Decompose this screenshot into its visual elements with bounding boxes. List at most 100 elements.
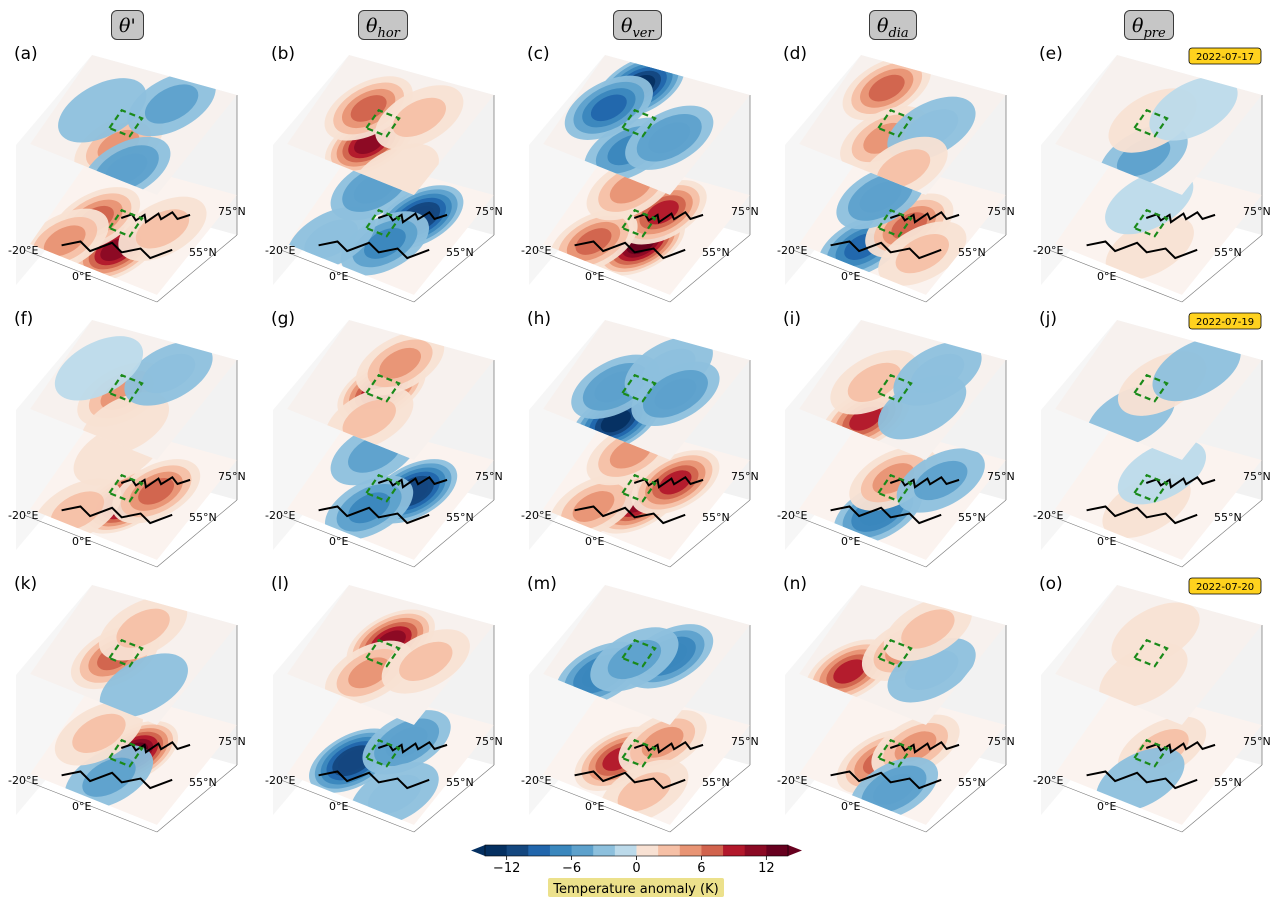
colorbar-tick-label: −6 bbox=[562, 861, 581, 876]
target-region-box bbox=[876, 108, 913, 138]
lat-tick-label: 75°N bbox=[1243, 205, 1271, 218]
lon-tick-label: 0°E bbox=[841, 800, 860, 813]
panel-label: (i) bbox=[783, 309, 801, 329]
target-region-box bbox=[1132, 638, 1169, 668]
y-axis-line bbox=[1181, 234, 1263, 303]
lat-tick-label: 55°N bbox=[958, 511, 986, 524]
column-header: θhor bbox=[358, 10, 408, 41]
contour-level bbox=[82, 757, 136, 797]
contour-level bbox=[144, 84, 199, 124]
contour-level bbox=[399, 641, 453, 682]
lon-tick-label: 0°E bbox=[72, 270, 91, 283]
lon-tick-label: -20°E bbox=[521, 774, 551, 787]
column-symbol: θ bbox=[877, 15, 889, 37]
contour-level bbox=[904, 650, 959, 690]
colorbar-segment bbox=[485, 845, 508, 856]
column-symbol: θ bbox=[1132, 15, 1144, 37]
panel-i: (i) -20°E 0°E 75°N 55°N bbox=[777, 309, 1015, 568]
y-axis-line bbox=[925, 499, 1007, 568]
contour-level bbox=[138, 477, 175, 505]
upper-layer bbox=[799, 585, 1006, 725]
target-region-box bbox=[876, 638, 913, 668]
colorbar-extend-max bbox=[788, 845, 802, 856]
contour-level bbox=[105, 153, 148, 185]
target-region-box bbox=[1132, 373, 1169, 403]
colorbar-segment bbox=[701, 845, 724, 856]
upper-layer bbox=[1055, 320, 1262, 460]
coastline bbox=[1145, 211, 1216, 224]
target-region-box bbox=[1132, 738, 1169, 768]
lat-tick-label: 75°N bbox=[218, 205, 246, 218]
contour-level bbox=[895, 234, 949, 274]
lower-layer bbox=[30, 155, 237, 295]
coastline bbox=[1086, 770, 1198, 790]
colorbar-segment bbox=[636, 845, 659, 856]
target-region-box bbox=[107, 208, 144, 238]
panel-label: (l) bbox=[271, 574, 289, 594]
target-region-box bbox=[107, 108, 144, 138]
panel-j: (j) -20°E 0°E 75°N 55°N 2022-07-19 bbox=[1033, 309, 1271, 568]
contour-level bbox=[873, 773, 915, 805]
upper-layer bbox=[1055, 585, 1262, 725]
lower-layer bbox=[287, 155, 494, 295]
colorbar-segment bbox=[723, 845, 746, 856]
contour-level bbox=[379, 347, 421, 379]
colorbar-segment bbox=[506, 845, 529, 856]
column-symbol: θ bbox=[119, 15, 131, 37]
target-region-box bbox=[107, 473, 144, 503]
colorbar-tick-label: 12 bbox=[758, 861, 775, 876]
lon-tick-label: 0°E bbox=[585, 270, 604, 283]
x-axis-line bbox=[792, 779, 927, 833]
coastline bbox=[889, 476, 960, 489]
lon-tick-label: -20°E bbox=[777, 774, 807, 787]
coastline bbox=[574, 505, 686, 525]
x-axis-line bbox=[280, 249, 415, 303]
contour-level bbox=[894, 731, 937, 763]
coastline bbox=[633, 476, 704, 489]
lon-tick-label: -20°E bbox=[1033, 774, 1063, 787]
upper-layer bbox=[799, 55, 1006, 195]
upper-layer bbox=[30, 585, 237, 725]
coastline bbox=[830, 240, 942, 260]
lat-tick-label: 75°N bbox=[731, 735, 759, 748]
x-axis-line bbox=[792, 514, 927, 568]
lon-tick-label: -20°E bbox=[265, 509, 295, 522]
target-region-box bbox=[364, 373, 401, 403]
column-header: θ' bbox=[111, 10, 144, 40]
colorbar-segment bbox=[766, 845, 789, 856]
coastline bbox=[1086, 240, 1198, 260]
lat-tick-label: 55°N bbox=[1214, 511, 1242, 524]
contour-level bbox=[385, 726, 428, 758]
target-region-box bbox=[620, 738, 657, 768]
lon-tick-label: 0°E bbox=[841, 535, 860, 548]
contour-level bbox=[914, 460, 968, 501]
lat-tick-label: 55°N bbox=[446, 246, 474, 259]
y-axis-line bbox=[925, 234, 1007, 303]
lower-layer bbox=[799, 420, 1006, 560]
column-header: θdia bbox=[869, 10, 917, 41]
contour-level bbox=[350, 95, 387, 122]
colorbar: −12 −6 0 6 12 Temperature anomaly (K) bbox=[471, 844, 802, 897]
lower-layer bbox=[287, 685, 494, 825]
y-axis-line bbox=[1181, 499, 1263, 568]
coastline bbox=[574, 770, 686, 790]
lat-tick-label: 55°N bbox=[189, 246, 217, 259]
lon-tick-label: -20°E bbox=[8, 774, 38, 787]
coastline bbox=[318, 770, 430, 790]
target-region-box bbox=[107, 638, 144, 668]
y-axis-line bbox=[669, 234, 751, 303]
lower-layer bbox=[30, 685, 237, 825]
contour-level bbox=[1149, 76, 1238, 141]
upper-layer bbox=[287, 585, 494, 725]
x-axis-line bbox=[280, 514, 415, 568]
lat-tick-label: 55°N bbox=[958, 776, 986, 789]
coastline bbox=[574, 240, 686, 260]
panel-label: (b) bbox=[271, 44, 295, 64]
panel-label: (d) bbox=[783, 44, 807, 64]
target-region-box bbox=[876, 208, 913, 238]
lat-tick-label: 75°N bbox=[218, 470, 246, 483]
lon-tick-label: -20°E bbox=[777, 244, 807, 257]
column-symbol: θ bbox=[621, 15, 633, 37]
contour-level bbox=[99, 653, 188, 718]
y-axis-line bbox=[669, 499, 751, 568]
